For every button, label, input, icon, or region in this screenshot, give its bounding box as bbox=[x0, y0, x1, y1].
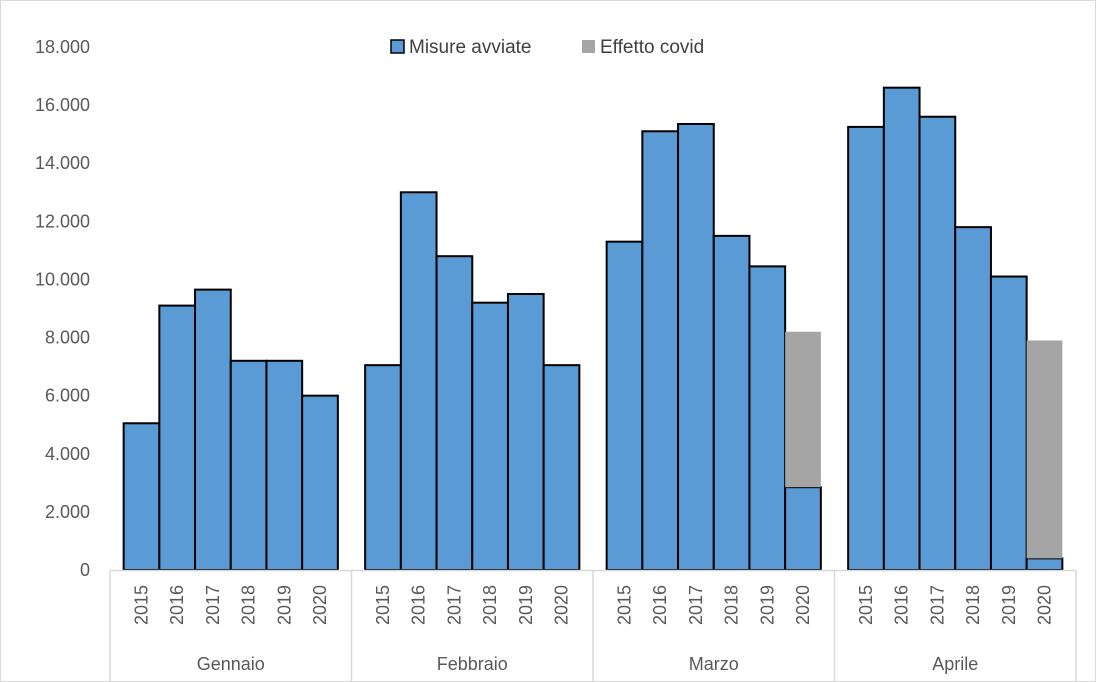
bar-misure-avviate bbox=[918, 115, 957, 571]
x-year-label: 2018 bbox=[480, 585, 500, 625]
x-year-label: 2016 bbox=[409, 585, 429, 625]
x-month-label: Marzo bbox=[689, 654, 739, 674]
bar-misure-avviate bbox=[989, 275, 1028, 571]
x-year-label: 2019 bbox=[999, 585, 1019, 625]
x-month-label: Aprile bbox=[932, 654, 978, 674]
bar-misure-avviate bbox=[1025, 557, 1064, 572]
x-year-label: 2016 bbox=[167, 585, 187, 625]
bar-misure-avviate bbox=[122, 422, 161, 571]
bar-misure-avviate bbox=[748, 265, 787, 571]
y-tick-label: 0 bbox=[80, 560, 90, 580]
bar-misure-avviate bbox=[542, 364, 581, 571]
x-year-label: 2017 bbox=[444, 585, 464, 625]
x-year-label: 2017 bbox=[686, 585, 706, 625]
x-year-label: 2019 bbox=[516, 585, 536, 625]
x-year-label: 2018 bbox=[239, 585, 259, 625]
bar-misure-avviate bbox=[605, 240, 644, 572]
bars bbox=[122, 86, 1064, 572]
legend-swatch-misure-avviate bbox=[390, 39, 405, 54]
x-month-label: Gennaio bbox=[197, 654, 265, 674]
bar-misure-avviate bbox=[471, 301, 509, 571]
x-year-label: 2017 bbox=[927, 585, 947, 625]
x-month-label: Febbraio bbox=[437, 654, 508, 674]
bar-misure-avviate bbox=[784, 486, 822, 572]
legend: Misure avviate Effetto covid bbox=[390, 37, 704, 58]
bar-misure-avviate bbox=[364, 364, 402, 571]
x-year-label: 2016 bbox=[892, 585, 912, 625]
bar-misure-avviate bbox=[229, 359, 268, 571]
bar-misure-avviate bbox=[158, 304, 197, 571]
bar-misure-avviate bbox=[712, 234, 751, 571]
bar-misure-avviate bbox=[194, 288, 232, 571]
x-year-label: 2020 bbox=[1035, 585, 1055, 625]
x-year-label: 2019 bbox=[757, 585, 777, 625]
legend-swatch-effetto-covid bbox=[582, 40, 595, 53]
x-year-label: 2018 bbox=[963, 585, 983, 625]
x-year-label: 2015 bbox=[615, 585, 635, 625]
x-year-label: 2015 bbox=[373, 585, 393, 625]
y-tick-label: 2.000 bbox=[45, 502, 90, 522]
y-tick-label: 14.000 bbox=[35, 153, 90, 173]
x-year-label: 2018 bbox=[722, 585, 742, 625]
y-tick-label: 6.000 bbox=[45, 386, 90, 406]
y-tick-label: 4.000 bbox=[45, 444, 90, 464]
x-year-label: 2020 bbox=[552, 585, 572, 625]
y-tick-label: 18.000 bbox=[35, 37, 90, 57]
y-tick-label: 10.000 bbox=[35, 269, 90, 289]
x-year-label: 2020 bbox=[793, 585, 813, 625]
bar-misure-avviate bbox=[435, 255, 474, 571]
bar-effetto-covid bbox=[785, 331, 821, 488]
bar-misure-avviate bbox=[677, 122, 715, 571]
bar-misure-avviate bbox=[954, 226, 992, 571]
y-axis: 0 2.000 4.000 6.000 8.000 10.000 12.000 14.000 1… bbox=[35, 37, 90, 580]
bar-misure-avviate bbox=[399, 191, 438, 571]
y-tick-label: 8.000 bbox=[45, 328, 90, 348]
legend-label-misure-avviate: Misure avviate bbox=[409, 37, 532, 58]
x-year-label: 2019 bbox=[274, 585, 294, 625]
bar-misure-avviate bbox=[847, 125, 885, 572]
bar-misure-avviate bbox=[301, 394, 339, 571]
bar-misure-avviate bbox=[882, 86, 921, 572]
bar-effetto-covid bbox=[1026, 340, 1063, 559]
x-axis: 2015 2016 2017 2018 2019 2020 Gennaio 2015 2016 2… bbox=[109, 569, 1077, 682]
y-tick-label: 16.000 bbox=[35, 95, 90, 115]
x-year-label: 2017 bbox=[203, 585, 223, 625]
bar-misure-avviate bbox=[506, 292, 545, 571]
bar-misure-avviate bbox=[265, 359, 304, 571]
legend-label-effetto-covid: Effetto covid bbox=[600, 37, 704, 58]
x-year-label: 2015 bbox=[132, 585, 152, 625]
x-year-label: 2015 bbox=[856, 585, 876, 625]
y-tick-label: 12.000 bbox=[35, 211, 90, 231]
x-year-label: 2020 bbox=[310, 585, 330, 625]
x-year-label: 2016 bbox=[650, 585, 670, 625]
bar-misure-avviate bbox=[641, 130, 680, 571]
